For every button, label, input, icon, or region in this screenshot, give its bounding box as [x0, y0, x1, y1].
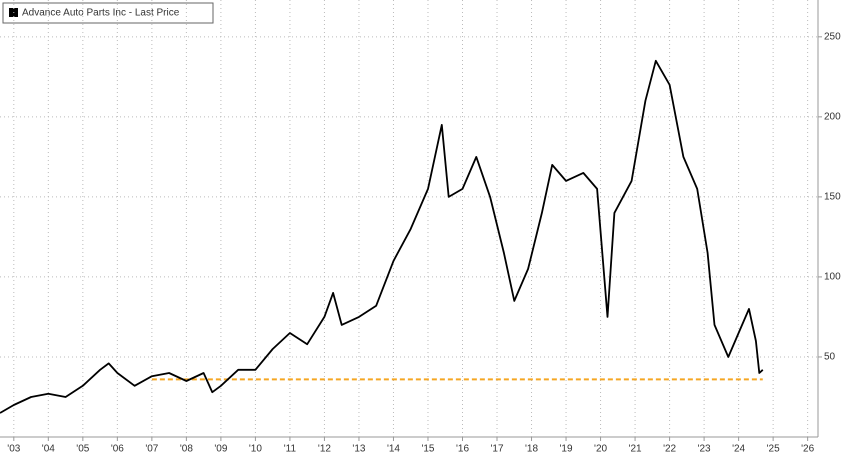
x-tick-label: '13	[352, 444, 365, 455]
x-tick-label: '09	[214, 444, 227, 455]
x-tick-label: '17	[490, 444, 503, 455]
x-tick-label: '12	[318, 444, 331, 455]
x-tick-label: '15	[421, 444, 434, 455]
price-line	[0, 59, 764, 414]
x-tick-label: '22	[663, 444, 676, 455]
y-tick-label: 150	[824, 192, 841, 203]
x-tick-label: '25	[767, 444, 780, 455]
y-tick-label: 50	[824, 352, 836, 363]
x-tick-label: '08	[180, 444, 193, 455]
x-tick-label: '07	[145, 444, 158, 455]
y-tick-label: 250	[824, 31, 841, 42]
x-tick-label: '23	[698, 444, 711, 455]
x-tick-label: '10	[249, 444, 262, 455]
y-tick-label: 200	[824, 111, 841, 122]
y-tick-label: 100	[824, 272, 841, 283]
legend: Advance Auto Parts Inc - Last Price	[2, 2, 214, 24]
legend-box	[2, 2, 214, 24]
x-tick-label: '16	[456, 444, 469, 455]
x-tick-label: '18	[525, 444, 538, 455]
x-tick-label: '24	[732, 444, 745, 455]
x-tick-label: '26	[801, 444, 814, 455]
x-tick-label: '20	[594, 444, 607, 455]
x-tick-label: '05	[76, 444, 89, 455]
x-tick-label: '06	[111, 444, 124, 455]
x-tick-label: '03	[7, 444, 20, 455]
x-tick-label: '21	[629, 444, 642, 455]
legend-label: Advance Auto Parts Inc - Last Price	[22, 8, 180, 19]
x-tick-label: '04	[42, 444, 55, 455]
x-tick-label: '14	[387, 444, 400, 455]
x-tick-label: '19	[560, 444, 573, 455]
x-tick-label: '11	[284, 444, 297, 455]
